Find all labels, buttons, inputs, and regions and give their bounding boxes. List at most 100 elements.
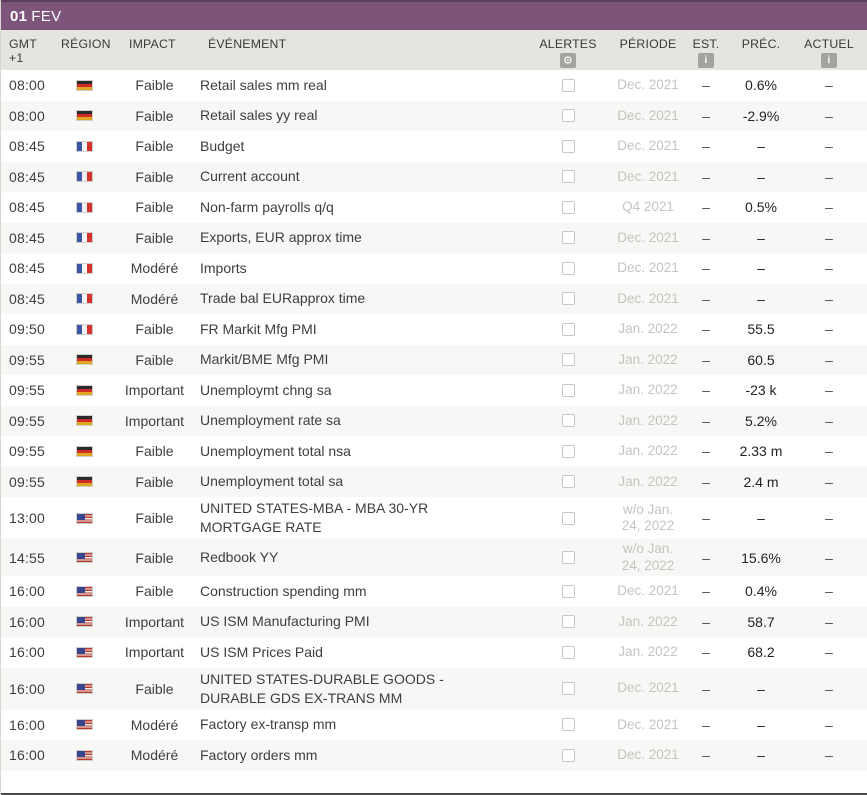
- actual-cell: –: [825, 168, 833, 185]
- alert-checkbox[interactable]: [561, 170, 575, 184]
- period-cell: Jan. 2022: [618, 473, 678, 489]
- alert-checkbox[interactable]: [561, 109, 575, 123]
- next-section-divider: [1, 793, 867, 795]
- impact-cell: Faible: [135, 77, 174, 94]
- impact-cell: Faible: [135, 199, 174, 216]
- region-cell: [53, 79, 121, 91]
- table-row: 09:50 Faible FR Markit Mfg PMI Jan. 2022…: [1, 314, 867, 345]
- france-flag-icon: [75, 201, 93, 213]
- impact-cell: Modéré: [130, 716, 179, 733]
- alert-checkbox[interactable]: [561, 414, 575, 428]
- est-cell: –: [702, 443, 710, 460]
- table-row: 09:55 Faible Unemployment total sa Jan. …: [1, 466, 867, 497]
- prev-cell: –: [757, 747, 765, 764]
- table-row: 08:45 Faible Budget Dec. 2021 – – –: [1, 131, 867, 162]
- table-row: 16:00 Faible UNITED STATES-DURABLE GOODS…: [1, 667, 867, 710]
- alert-checkbox[interactable]: [561, 682, 575, 695]
- region-cell: [53, 201, 121, 213]
- day-number: 01: [10, 7, 28, 25]
- table-row: 09:55 Faible Markit/BME Mfg PMI Jan. 202…: [1, 344, 867, 375]
- impact-cell: Faible: [135, 549, 174, 566]
- alert-checkbox[interactable]: [561, 511, 575, 525]
- prev-cell: 58.7: [747, 613, 775, 630]
- alert-checkbox[interactable]: [561, 231, 575, 245]
- actual-cell: –: [825, 260, 833, 277]
- table-row: 16:00 Modéré Factory ex-transp mm Dec. 2…: [1, 709, 867, 740]
- month-label: FEV: [31, 7, 62, 25]
- alert-checkbox[interactable]: [561, 584, 575, 598]
- alert-checkbox[interactable]: [561, 383, 575, 397]
- alert-checkbox[interactable]: [561, 353, 575, 367]
- alert-checkbox[interactable]: [561, 292, 575, 306]
- prev-cell: –: [757, 716, 765, 733]
- region-cell: [53, 140, 121, 152]
- est-cell: –: [702, 644, 710, 661]
- table-row: 08:45 Faible Current account Dec. 2021 –…: [1, 161, 867, 192]
- period-cell: Jan. 2022: [618, 321, 678, 336]
- event-cell: Retail sales yy real: [200, 107, 318, 124]
- alert-checkbox[interactable]: [561, 139, 575, 153]
- alert-checkbox[interactable]: [561, 748, 575, 762]
- event-cell: Markit/BME Mfg PMI: [200, 351, 329, 368]
- alert-checkbox[interactable]: [561, 615, 575, 629]
- actual-cell: –: [825, 229, 833, 246]
- actual-cell: –: [825, 644, 833, 661]
- france-flag-icon: [75, 171, 93, 183]
- alert-checkbox[interactable]: [561, 322, 575, 336]
- table-row: 08:45 Faible Non-farm payrolls q/q Q4 20…: [1, 192, 867, 223]
- actual-cell: –: [825, 351, 833, 368]
- alert-checkbox[interactable]: [561, 475, 575, 489]
- germany-flag-icon: [75, 110, 93, 122]
- col-header-alerts-label: ALERTES: [539, 37, 597, 51]
- alerts-cell: [521, 353, 615, 367]
- event-cell: Unemployment total sa: [200, 473, 344, 490]
- impact-cell: Faible: [135, 351, 174, 368]
- event-cell: Non-farm payrolls q/q: [200, 198, 334, 215]
- prev-cell: –: [757, 260, 765, 277]
- time-cell: 16:00: [9, 716, 46, 733]
- alerts-cell: [521, 322, 615, 336]
- event-cell: Budget: [200, 137, 245, 154]
- col-header-actual: ACTUEL i: [791, 30, 867, 70]
- actual-cell: –: [825, 321, 833, 338]
- alerts-cell: [521, 748, 615, 762]
- event-cell: US ISM Manufacturing PMI: [200, 613, 370, 630]
- gear-icon[interactable]: ⚙: [560, 53, 576, 68]
- time-cell: 08:45: [9, 199, 46, 216]
- alerts-cell: [521, 109, 615, 123]
- est-cell: –: [702, 412, 710, 429]
- prev-cell: 60.5: [747, 351, 775, 368]
- alert-checkbox[interactable]: [561, 200, 575, 214]
- actual-cell: –: [825, 443, 833, 460]
- alert-checkbox[interactable]: [561, 261, 575, 275]
- impact-cell: Modéré: [130, 290, 179, 307]
- est-cell: –: [702, 138, 710, 155]
- alert-checkbox[interactable]: [561, 444, 575, 458]
- united-states-flag-icon: [75, 683, 93, 694]
- period-cell: Dec. 2021: [617, 138, 679, 153]
- period-cell: Jan. 2022: [618, 613, 678, 629]
- time-cell: 14:55: [9, 549, 46, 566]
- alerts-cell: [521, 615, 615, 629]
- est-cell: –: [702, 747, 710, 764]
- est-cell: –: [702, 77, 710, 94]
- impact-cell: Faible: [135, 510, 174, 526]
- time-cell: 08:00: [9, 107, 46, 124]
- united-states-flag-icon: [75, 552, 93, 563]
- col-header-period: PÉRIODE: [615, 30, 681, 70]
- alerts-cell: [521, 551, 615, 564]
- info-icon[interactable]: i: [698, 53, 714, 68]
- alert-checkbox[interactable]: [561, 645, 575, 659]
- col-header-est: EST. i: [681, 30, 731, 70]
- table-row: 08:45 Modéré Trade bal EURapprox time De…: [1, 283, 867, 314]
- alert-checkbox[interactable]: [561, 551, 575, 564]
- germany-flag-icon: [75, 415, 93, 427]
- alerts-cell: [521, 292, 615, 306]
- alert-checkbox[interactable]: [561, 718, 575, 732]
- event-cell: Unemployment rate sa: [200, 412, 341, 429]
- region-cell: [53, 512, 121, 524]
- alert-checkbox[interactable]: [561, 78, 575, 92]
- col-header-impact: IMPACT: [129, 37, 176, 51]
- france-flag-icon: [75, 262, 93, 274]
- info-icon[interactable]: i: [821, 53, 837, 68]
